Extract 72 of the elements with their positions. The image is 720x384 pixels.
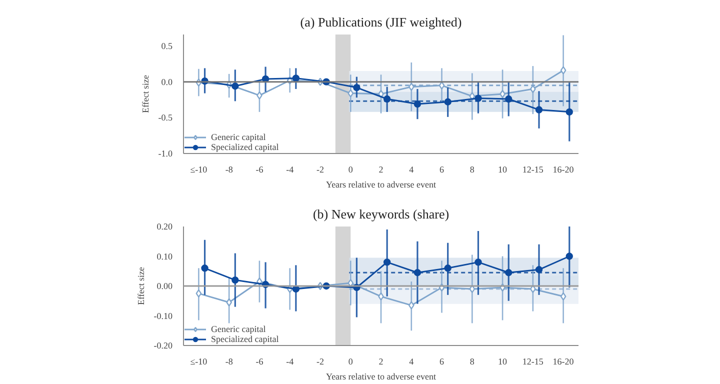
point	[226, 298, 232, 306]
x-tick-label: 2	[378, 164, 384, 174]
y-axis-title: Effect size	[136, 266, 146, 306]
x-tick-label: 16-20	[552, 356, 574, 366]
point	[566, 108, 573, 116]
y-tick-label: -0.20	[154, 340, 173, 350]
x-tick-label: -8	[225, 356, 234, 366]
y-tick-label: 0.0	[161, 76, 173, 87]
point	[535, 106, 543, 114]
x-tick-label: 4	[409, 356, 414, 366]
point	[566, 252, 573, 260]
y-axis-title: Effect size	[140, 74, 150, 114]
point	[232, 276, 239, 284]
x-tick-label: 12-15	[522, 164, 544, 174]
x-tick-label: ≤-10	[190, 164, 208, 174]
y-tick-label: 0.20	[156, 222, 173, 232]
legend-label: Generic capital	[211, 324, 266, 334]
x-tick-label: 8	[470, 164, 475, 174]
point	[232, 82, 239, 90]
legend-label: Specialized capital	[211, 334, 279, 344]
chart-title: (a) Publications (JIF weighted)	[300, 14, 462, 30]
point	[408, 301, 414, 310]
point	[201, 264, 208, 272]
point	[353, 84, 360, 92]
legend-label: Specialized capital	[211, 142, 279, 152]
x-tick-label: -2	[316, 164, 324, 174]
point	[292, 74, 300, 82]
y-tick-label: 0.00	[156, 281, 173, 291]
x-tick-label: 10	[498, 164, 508, 174]
y-tick-label: 0.10	[156, 251, 173, 262]
point	[560, 66, 566, 74]
point	[474, 94, 482, 102]
x-tick-label: 8	[470, 356, 475, 366]
y-tick-label: -0.5	[158, 112, 173, 123]
point	[560, 292, 566, 301]
legend-label: Generic capital	[211, 132, 266, 142]
point	[535, 266, 543, 274]
x-tick-label: 6	[440, 356, 445, 366]
point	[383, 95, 391, 103]
x-tick-label: 16-20	[552, 164, 574, 174]
point	[530, 284, 536, 294]
x-tick-label: -4	[286, 164, 294, 174]
point	[444, 98, 452, 106]
x-tick-label: 0	[348, 164, 354, 174]
x-axis-title: Years relative to adverse event	[326, 180, 437, 190]
point	[383, 258, 391, 266]
point	[444, 264, 452, 272]
point	[474, 258, 482, 266]
x-tick-label: 4	[409, 164, 414, 174]
x-tick-label: 6	[440, 164, 445, 174]
x-tick-label: 0	[348, 356, 354, 366]
y-tick-label: -0.10	[154, 310, 173, 321]
x-tick-label: -8	[225, 164, 234, 174]
x-tick-label: 2	[378, 356, 384, 366]
point	[505, 95, 512, 103]
point	[505, 269, 512, 276]
x-axis-title: Years relative to adverse event	[326, 372, 437, 382]
y-tick-label: 0.5	[161, 40, 173, 51]
x-tick-label: -6	[256, 164, 264, 174]
x-tick-label: ≤-10	[190, 356, 208, 366]
point	[414, 100, 422, 108]
chart-title: (b) New keywords (share)	[312, 206, 450, 222]
x-tick-label: 12-15	[522, 356, 544, 366]
point	[414, 269, 422, 276]
point	[408, 82, 414, 91]
point	[196, 289, 202, 298]
x-tick-label: -2	[316, 356, 324, 366]
y-tick-label: -1.0	[158, 148, 173, 158]
x-tick-label: -6	[256, 356, 264, 366]
x-tick-label: 10	[498, 356, 508, 366]
x-tick-label: -4	[286, 356, 294, 366]
point	[348, 89, 354, 98]
